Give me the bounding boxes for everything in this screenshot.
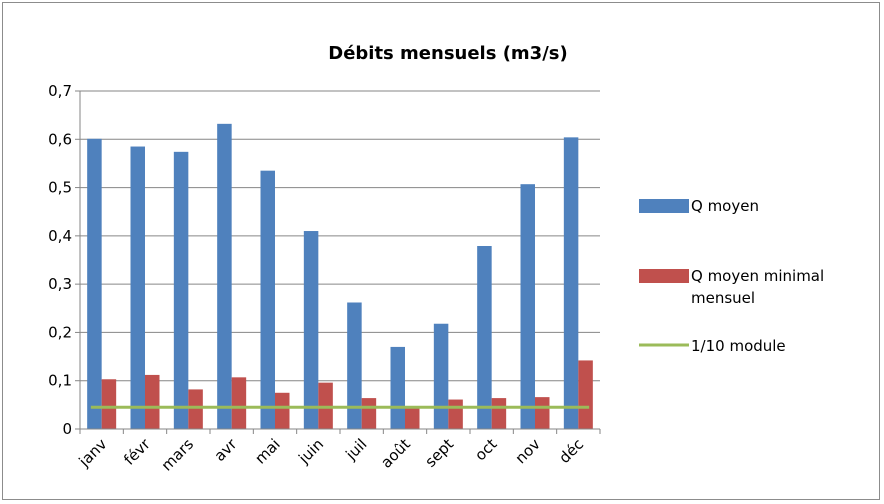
legend: Q moyen Q moyen minimal mensuel 1/10 module — [639, 197, 824, 355]
bar-q-moyen-minimal-11 — [578, 360, 593, 429]
x-tick-label: juin — [294, 435, 327, 468]
grid-layer — [80, 90, 600, 382]
legend-swatch-q-moyen — [639, 199, 689, 213]
bar-q-moyen-11 — [563, 137, 579, 429]
chart-svg: Débits mensuels (m3/s) 00,10,20,30,40,50… — [48, 43, 824, 475]
x-tick-label: sept — [421, 435, 457, 471]
y-tick-label: 0,2 — [48, 323, 72, 341]
y-tick-label: 0,7 — [48, 82, 72, 100]
x-tick-label: nov — [512, 435, 544, 467]
bar-q-moyen-0 — [87, 138, 102, 429]
y-tick-label: 0,5 — [48, 179, 72, 197]
x-tick-label: août — [377, 435, 414, 472]
bar-q-moyen-minimal-6 — [361, 398, 377, 429]
y-axis: 0 0,1 0,2 0,3 0,4 0,5 0,6 0,7 — [48, 82, 81, 438]
y-tick-label: 0,1 — [48, 372, 72, 390]
x-tick-label: mars — [158, 435, 198, 475]
bar-q-moyen-minimal-9 — [491, 398, 507, 429]
bar-q-moyen-9 — [477, 245, 492, 429]
bar-q-moyen-7 — [390, 346, 405, 429]
bar-q-moyen-10 — [520, 184, 535, 429]
bar-q-moyen-minimal-10 — [535, 397, 550, 429]
x-tick-label: juil — [341, 435, 370, 464]
x-tick-label: févr — [120, 435, 154, 469]
bar-q-moyen-minimal-1 — [145, 374, 160, 429]
bar-q-moyen-5 — [303, 231, 319, 429]
bar-q-moyen-minimal-7 — [405, 407, 420, 429]
bar-q-moyen-1 — [130, 146, 145, 429]
bar-q-moyen-minimal-2 — [188, 389, 203, 429]
bar-q-moyen-4 — [260, 170, 275, 429]
legend-label-1-10-module: 1/10 module — [691, 337, 786, 355]
x-tick-label: janv — [75, 435, 111, 471]
x-tick-label: avr — [211, 435, 241, 465]
legend-swatch-q-moyen-minimal — [639, 269, 689, 283]
chart-title: Débits mensuels (m3/s) — [328, 43, 567, 64]
y-tick-label: 0,4 — [48, 227, 72, 245]
x-axis: janv févr mars avr mai juin juil août sept oct nov… — [75, 428, 601, 475]
bar-q-moyen-minimal-0 — [101, 379, 117, 429]
y-tick-label: 0,3 — [48, 275, 72, 293]
bar-q-moyen-minimal-4 — [275, 392, 290, 429]
bar-q-moyen-minimal-8 — [448, 399, 463, 429]
legend-label-q-moyen: Q moyen — [691, 197, 759, 215]
x-tick-label: déc — [555, 435, 587, 467]
bar-q-moyen-8 — [433, 323, 449, 429]
x-tick-label: oct — [471, 435, 500, 464]
bar-q-moyen-3 — [217, 123, 232, 429]
y-tick-label: 0,6 — [48, 130, 72, 148]
legend-label-q-moyen-minimal: Q moyen minimal mensuel — [691, 267, 824, 307]
bar-q-moyen-6 — [347, 302, 362, 429]
bar-q-moyen-2 — [173, 151, 189, 429]
y-tick-label: 0 — [62, 420, 72, 438]
x-tick-label: mai — [251, 435, 284, 468]
bars-layer — [87, 123, 593, 429]
bar-q-moyen-minimal-3 — [231, 377, 247, 429]
